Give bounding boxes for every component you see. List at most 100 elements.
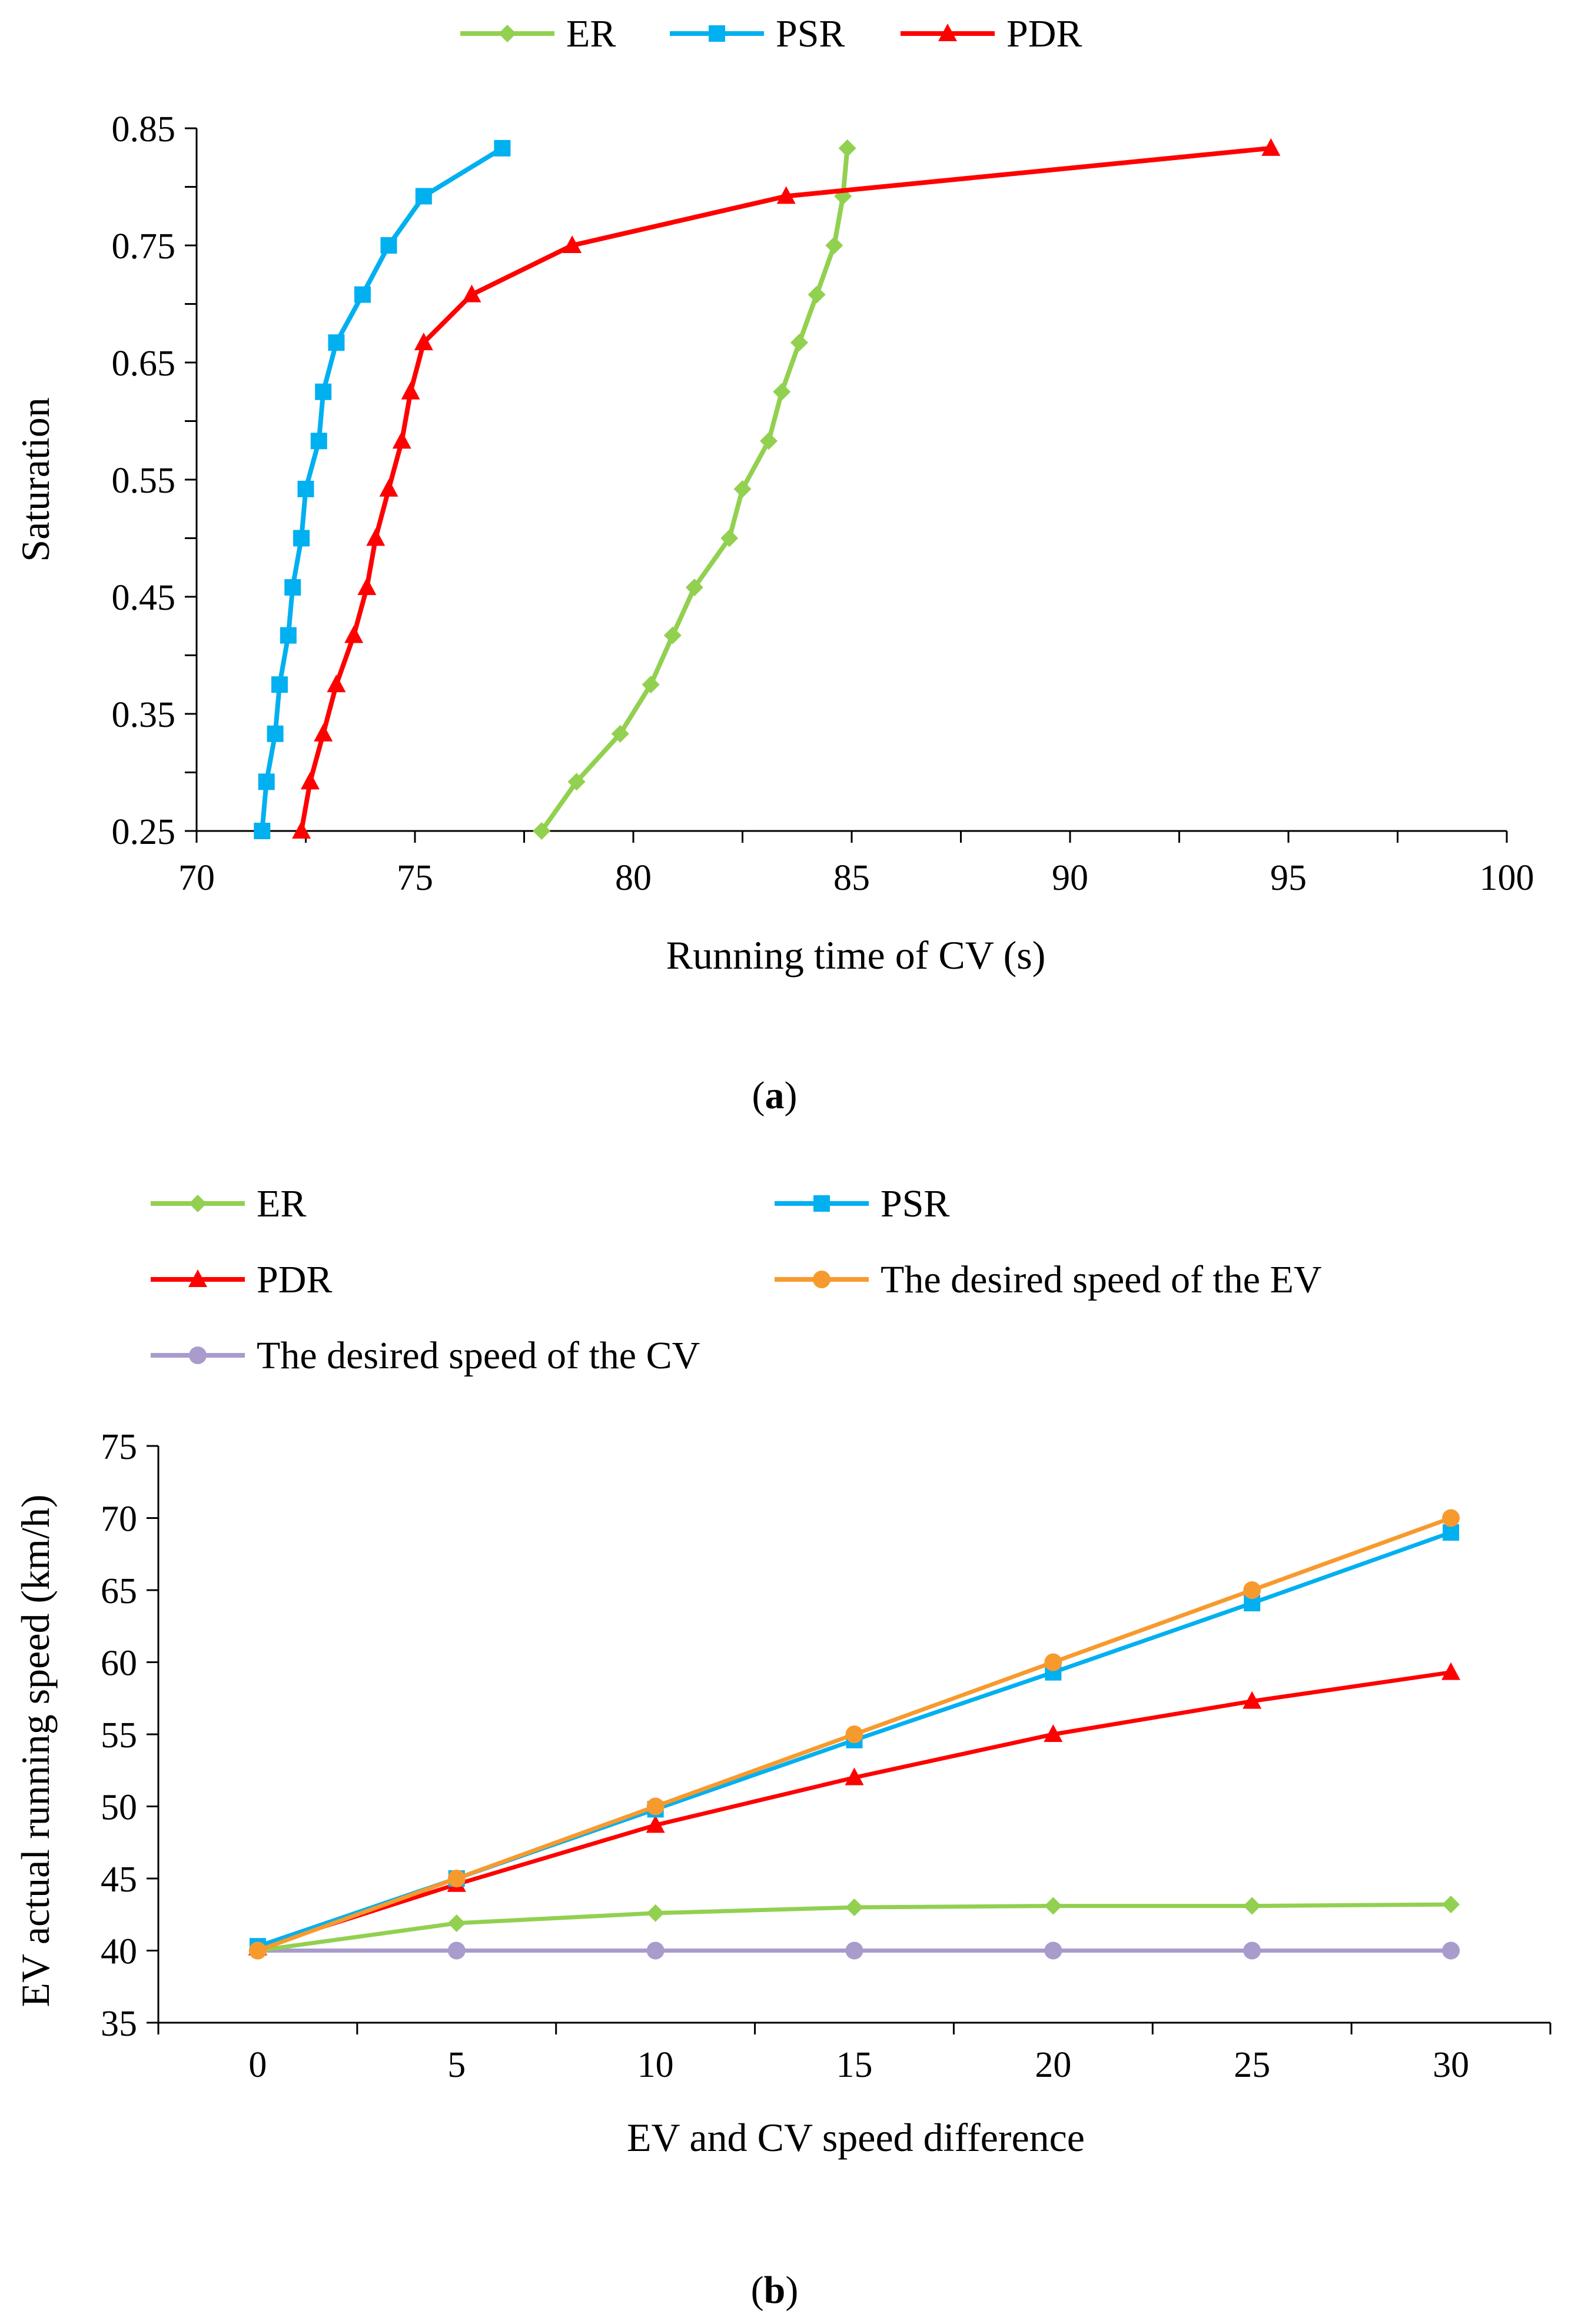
chart-b-y-tick-label-2: 45 [101, 1860, 137, 1900]
chart-b-point-pdr-2 [646, 1815, 665, 1833]
chart-a-point-er-8 [760, 432, 778, 450]
chart-b-point-the-desired-speed-of-the-cv-2 [646, 1941, 665, 1960]
chart-b-y-tick-label-0: 35 [101, 2004, 137, 2044]
chart-a-x-tick-label-2: 80 [615, 858, 652, 898]
chart-a-point-er-2 [611, 724, 629, 743]
chart-b-series [248, 1509, 1461, 1960]
chart-b-legend-marker-3 [813, 1271, 830, 1288]
chart-a-point-psr-7 [297, 480, 314, 497]
chart-b-x-tick-label-1: 5 [447, 2045, 466, 2085]
chart-a-point-psr-9 [315, 383, 332, 400]
chart-a-point-pdr-9 [401, 381, 420, 400]
chart-a-point-er-3 [642, 676, 660, 694]
chart-b-point-the-desired-speed-of-the-cv-3 [845, 1941, 863, 1960]
chart-b-y-tick-label-6: 65 [101, 1571, 137, 1611]
chart-b-point-er-6 [1442, 1896, 1460, 1914]
chart-a-point-er-14 [838, 139, 856, 157]
chart-b-legend-label-2: PDR [257, 1258, 332, 1301]
chart-b-legend-label-3: The desired speed of the EV [881, 1258, 1322, 1301]
chart-b-point-er-3 [845, 1899, 863, 1916]
chart-a-point-pdr-0 [292, 821, 311, 839]
chart-a-point-pdr-11 [462, 284, 481, 302]
chart-b-point-the-desired-speed-of-the-ev-1 [447, 1870, 466, 1887]
chart-a-legend-label-2: PDR [1006, 12, 1082, 55]
chart-b-point-psr-6 [1443, 1524, 1460, 1541]
chart-a-x-axis-title: Running time of CV (s) [666, 933, 1046, 978]
chart-a-panel-label: a [765, 1074, 785, 1117]
chart-a-point-psr-0 [254, 823, 271, 839]
chart-a-point-psr-12 [380, 237, 397, 254]
chart-a-point-psr-2 [267, 725, 284, 742]
chart-a-x-tick-label-0: 70 [178, 858, 215, 898]
chart-b-point-pdr-3 [845, 1767, 864, 1786]
chart-b-point-the-desired-speed-of-the-ev-0 [248, 1941, 267, 1960]
chart-b-y-tick-label-3: 50 [101, 1788, 137, 1828]
chart-b-point-er-1 [447, 1914, 466, 1932]
chart-b-point-the-desired-speed-of-the-cv-5 [1243, 1941, 1261, 1960]
chart-b-point-the-desired-speed-of-the-ev-3 [845, 1725, 863, 1743]
chart-a-y-tick-label-2: 0.45 [112, 578, 176, 618]
chart-a-series-line-pdr [299, 145, 1271, 832]
chart-b-legend-marker-0 [189, 1195, 207, 1212]
chart-a-point-psr-3 [271, 676, 288, 693]
chart-a-x-tick-label-3: 85 [833, 858, 870, 898]
chart-b-legend-label-4: The desired speed of the CV [257, 1334, 700, 1377]
chart-b-legend-marker-4 [189, 1346, 207, 1364]
chart-b-y-axis-title: EV actual running speed (km/h) [13, 1494, 58, 2007]
chart-a-caption: (a) [752, 1074, 798, 1117]
chart-b-point-er-4 [1044, 1897, 1062, 1915]
chart-a-point-pdr-10 [414, 333, 433, 351]
chart-b-y-tick-label-1: 40 [101, 1932, 137, 1972]
chart-b-point-the-desired-speed-of-the-cv-4 [1044, 1941, 1062, 1960]
chart-a-legend-label-1: PSR [776, 12, 845, 55]
chart-a-x-tick-label-4: 90 [1052, 858, 1088, 898]
chart-b-point-the-desired-speed-of-the-cv-6 [1442, 1941, 1460, 1960]
chart-b-legend-label-0: ER [257, 1182, 306, 1225]
chart-b-point-er-5 [1243, 1897, 1261, 1915]
chart-a-point-er-10 [790, 334, 808, 352]
chart-b-point-er-2 [646, 1904, 665, 1922]
chart-a-y-tick-label-0: 0.25 [112, 812, 176, 852]
chart-b-panel-label: b [764, 2269, 786, 2312]
chart-a-x-tick-label-1: 75 [397, 858, 433, 898]
chart-a-point-pdr-8 [392, 431, 411, 449]
chart-a-point-er-9 [773, 383, 791, 401]
chart-a-y-axis-title: Saturation [13, 397, 58, 562]
chart-a-y-tick-label-3: 0.55 [112, 461, 176, 501]
chart-a-point-psr-10 [328, 334, 345, 351]
chart-a-point-psr-14 [494, 139, 511, 157]
chart-a-series [254, 138, 1281, 840]
chart-b-y-tick-label-5: 60 [101, 1644, 137, 1684]
chart-a-point-psr-6 [293, 530, 310, 547]
chart-b-x-tick-label-4: 20 [1035, 2045, 1071, 2085]
chart-a-legend-marker-2 [938, 24, 957, 41]
chart-a-point-er-5 [685, 578, 703, 597]
chart-b-point-the-desired-speed-of-the-ev-2 [646, 1797, 665, 1816]
chart-a-x-tick-label-6: 100 [1480, 858, 1534, 898]
chart-b-legend: ER PSR PDR The desired speed of the EV The d… [151, 1182, 1322, 1377]
chart-a-legend-label-0: ER [566, 12, 616, 55]
chart-b-legend-marker-1 [813, 1195, 830, 1212]
chart-a-point-pdr-2 [314, 723, 333, 742]
chart-a-point-pdr-1 [300, 772, 320, 790]
chart-b-x-tick-label-2: 10 [637, 2045, 674, 2085]
chart-b-point-the-desired-speed-of-the-ev-6 [1442, 1509, 1460, 1527]
chart-a-point-er-4 [663, 626, 682, 644]
chart-a-point-pdr-14 [1261, 138, 1281, 156]
chart-a-point-er-6 [720, 529, 739, 547]
chart-a-point-pdr-5 [357, 577, 377, 596]
chart-b-x-tick-label-3: 15 [836, 2045, 873, 2085]
chart-a-series-line-er [539, 148, 850, 833]
chart-a-y-tick-label-4: 0.65 [112, 344, 176, 384]
chart-a-point-er-0 [533, 822, 551, 840]
chart-b-axes: 0 5 10 15 20 25 30 35 40 45 50 55 60 65 70 75 [101, 1427, 1552, 2085]
chart-a-point-psr-11 [354, 286, 371, 303]
chart-a-point-er-12 [825, 237, 843, 254]
chart-b-point-the-desired-speed-of-the-ev-4 [1044, 1653, 1062, 1671]
chart-b-point-the-desired-speed-of-the-cv-1 [447, 1941, 466, 1960]
chart-b-y-tick-label-7: 70 [101, 1500, 137, 1540]
chart-a-x-tick-label-5: 95 [1270, 858, 1307, 898]
chart-a-legend-marker-1 [709, 25, 725, 42]
chart-a-y-tick-label-6: 0.85 [112, 109, 176, 149]
